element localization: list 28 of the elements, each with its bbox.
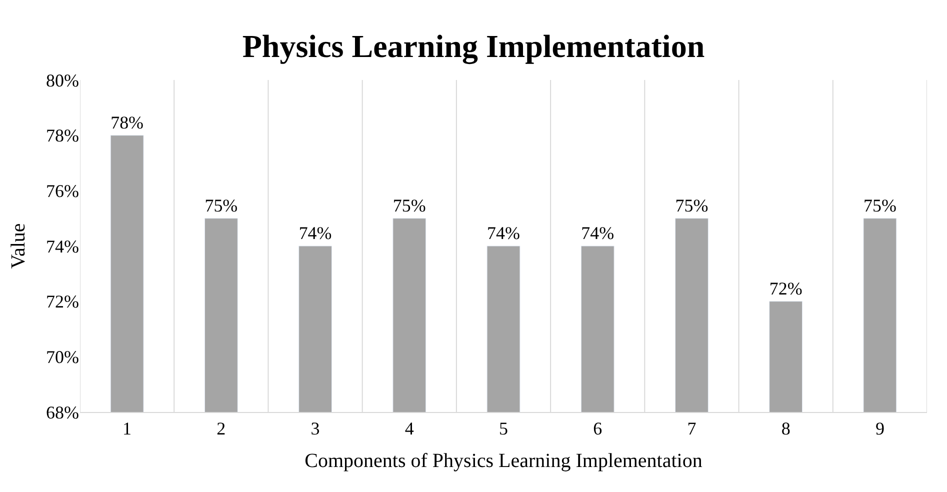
- chart-title: Physics Learning Implementation: [242, 28, 705, 65]
- data-label: 75%: [204, 195, 238, 216]
- data-label: 74%: [298, 223, 332, 244]
- y-tick-label: 76%: [46, 180, 79, 201]
- x-tick-label: 6: [593, 418, 602, 439]
- data-label: 78%: [110, 112, 144, 132]
- x-tick-label: 2: [216, 418, 226, 439]
- x-tick-label: 4: [404, 418, 414, 439]
- x-tick-label: 9: [875, 418, 884, 439]
- x-tick-label: 1: [122, 418, 132, 439]
- y-tick-label: 80%: [46, 70, 79, 90]
- data-label: 74%: [487, 223, 520, 244]
- x-tick-label: 7: [687, 418, 696, 439]
- data-label: 74%: [581, 223, 614, 244]
- y-tick-label: 72%: [46, 292, 79, 312]
- y-tick-label: 70%: [46, 346, 79, 367]
- x-tick-label: 5: [499, 418, 508, 439]
- y-axis-title: Value: [8, 223, 30, 269]
- data-label: 75%: [863, 195, 896, 216]
- x-tick-label: 3: [310, 418, 320, 439]
- data-label: 75%: [392, 195, 426, 216]
- data-label: 75%: [675, 195, 708, 216]
- data-label: 72%: [769, 278, 802, 298]
- y-tick-label: 68%: [46, 402, 79, 422]
- y-tick-label: 78%: [46, 126, 79, 146]
- x-tick-label: 8: [781, 418, 790, 439]
- y-tick-label: 74%: [46, 236, 79, 256]
- x-axis-title: Components of Physics Learning Implementation: [304, 450, 702, 472]
